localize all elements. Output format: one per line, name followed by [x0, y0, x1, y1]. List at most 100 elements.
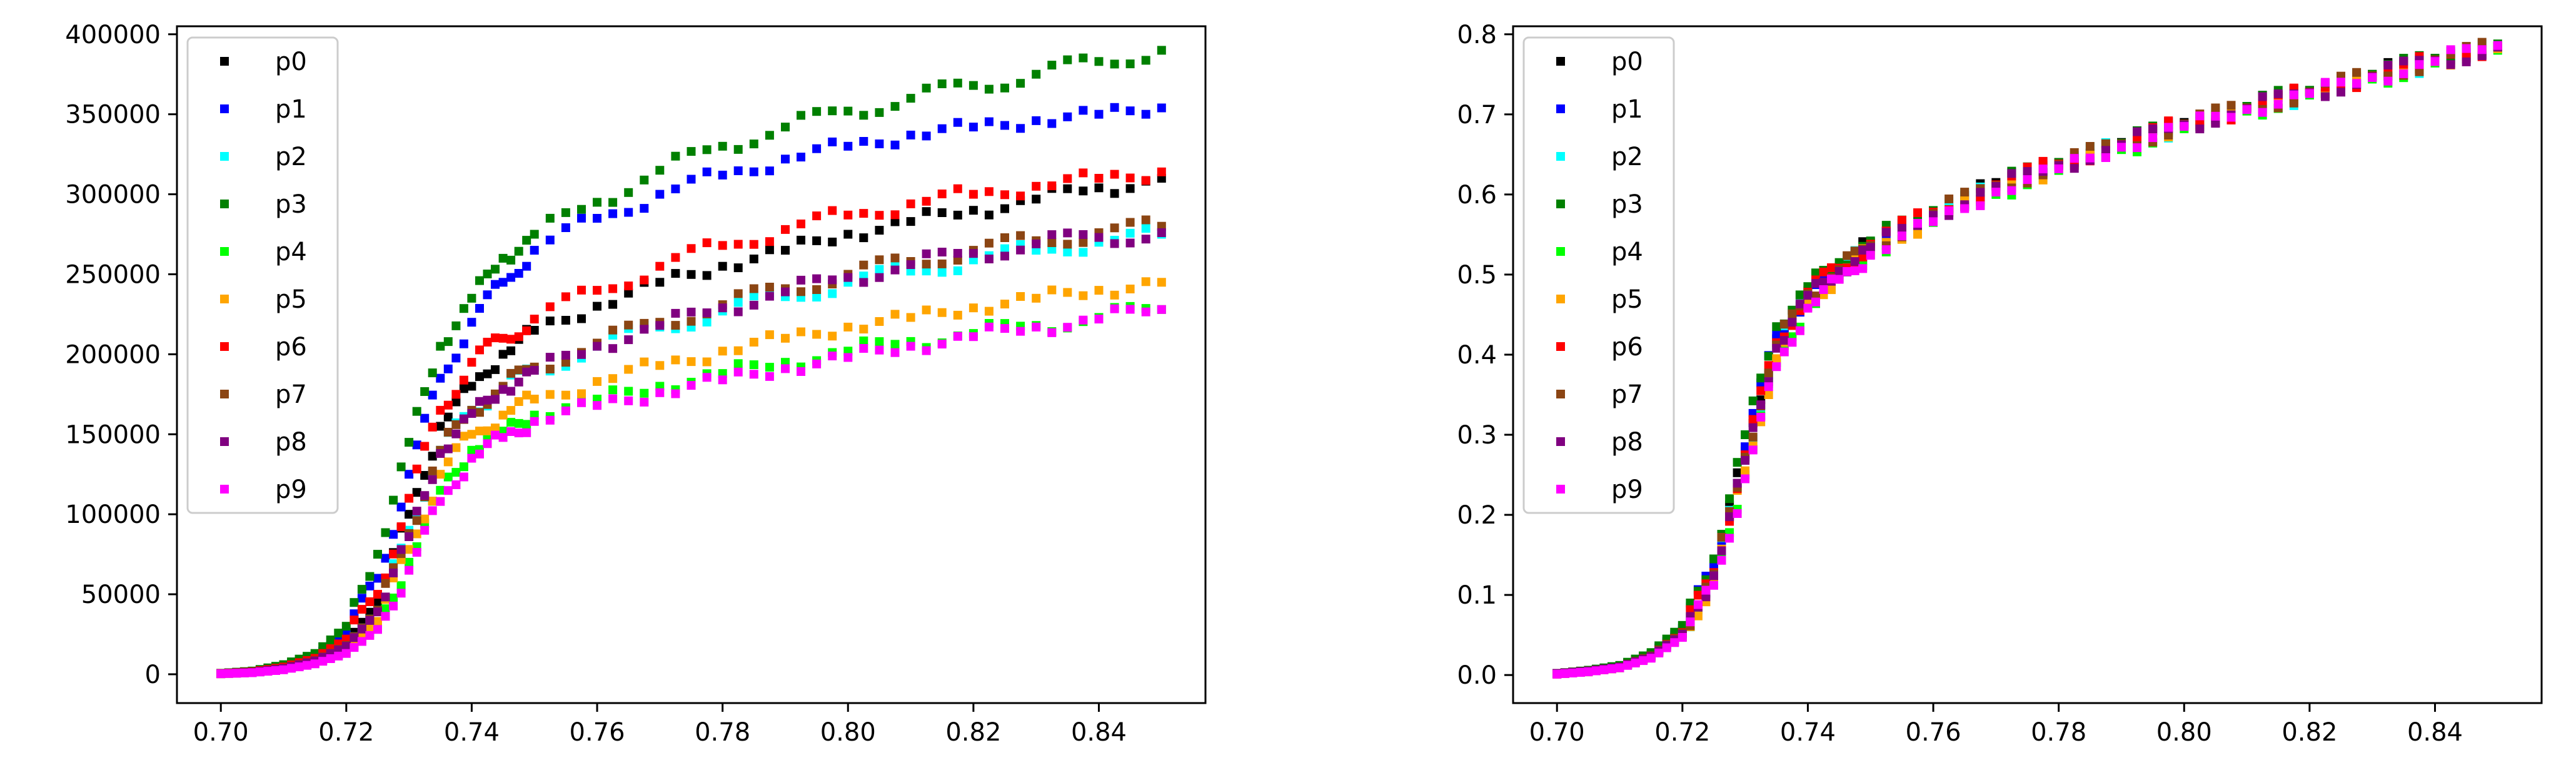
data-point: [655, 321, 665, 330]
data-point: [1772, 343, 1781, 353]
data-point: [2195, 111, 2205, 121]
data-point: [2477, 45, 2487, 54]
data-point: [1741, 456, 1750, 465]
data-point: [1945, 206, 1954, 215]
data-point: [1881, 245, 1891, 255]
data-point: [624, 320, 633, 330]
legend-label: p3: [275, 190, 307, 219]
y-tick-label: 50000: [81, 580, 161, 609]
legend-label: p6: [1611, 333, 1643, 362]
legend-item-p1: p1: [220, 95, 307, 124]
data-point: [1016, 231, 1025, 240]
data-point: [1686, 605, 1695, 614]
data-point: [389, 495, 398, 505]
data-point: [2101, 139, 2110, 148]
data-point: [1157, 278, 1166, 287]
data-point: [1756, 400, 1766, 410]
data-point: [1047, 61, 1057, 70]
data-point: [1079, 186, 1088, 196]
data-point: [216, 669, 226, 679]
data-point: [2446, 60, 2455, 69]
data-point: [420, 413, 430, 423]
data-point: [749, 370, 758, 379]
data-point: [859, 325, 868, 334]
data-point: [467, 382, 476, 391]
data-point: [373, 625, 382, 634]
legend-item-p7: p7: [220, 380, 307, 409]
data-point: [561, 390, 570, 400]
data-point: [443, 412, 453, 422]
data-point: [350, 615, 359, 625]
data-point: [2195, 124, 2205, 134]
data-point: [475, 345, 484, 355]
data-point: [937, 190, 947, 198]
data-point: [365, 597, 375, 606]
data-point: [1110, 103, 1119, 112]
data-point: [2352, 68, 2362, 77]
y-tick-label: 0.6: [1457, 181, 1497, 210]
data-point: [702, 317, 712, 327]
x-tick-label: 0.80: [2156, 718, 2212, 747]
data-point: [1110, 170, 1119, 179]
data-point: [412, 516, 421, 525]
data-point: [953, 118, 962, 127]
data-point: [969, 81, 978, 90]
data-point: [2023, 167, 2032, 176]
data-point: [498, 410, 508, 420]
data-point: [1094, 233, 1104, 242]
data-point: [2070, 164, 2079, 173]
data-point: [1748, 415, 1758, 424]
data-point: [428, 390, 437, 400]
legend-marker: [220, 200, 229, 208]
data-point: [2211, 119, 2220, 128]
legend-label: p2: [1611, 143, 1643, 171]
data-point: [1764, 352, 1773, 361]
data-point: [287, 664, 296, 673]
data-point: [969, 332, 978, 342]
legend-item-p1: p1: [1556, 95, 1643, 124]
data-point: [1693, 600, 1703, 609]
data-point: [1141, 224, 1150, 233]
data-point: [875, 255, 884, 265]
data-point: [1686, 599, 1695, 607]
data-point: [443, 337, 453, 347]
data-point: [405, 438, 414, 447]
data-point: [1079, 291, 1088, 300]
data-point: [545, 353, 555, 362]
data-point: [749, 284, 758, 293]
data-point: [396, 589, 406, 598]
data-point: [1639, 656, 1648, 666]
data-point: [624, 208, 633, 217]
data-point: [389, 530, 398, 539]
data-point: [655, 361, 665, 370]
data-point: [420, 387, 430, 396]
data-point: [765, 372, 774, 381]
data-point: [1000, 324, 1009, 333]
data-point: [1157, 167, 1166, 176]
data-point: [1788, 338, 1797, 347]
data-point: [797, 111, 805, 120]
data-point: [1047, 119, 1057, 128]
data-point: [812, 285, 822, 294]
data-point: [1858, 264, 1868, 273]
data-point: [271, 666, 280, 675]
data-point: [828, 352, 837, 361]
data-point: [984, 187, 994, 196]
data-point: [1741, 442, 1750, 452]
data-point: [1693, 590, 1703, 600]
data-point: [357, 585, 366, 594]
legend-label: p8: [275, 428, 307, 457]
data-point: [781, 246, 790, 255]
data-point: [1623, 661, 1633, 670]
data-point: [733, 166, 743, 175]
data-point: [1079, 238, 1088, 247]
data-point: [812, 144, 822, 153]
axes-frame: [1512, 25, 2543, 704]
data-point: [1678, 620, 1687, 630]
data-point: [922, 346, 931, 355]
data-point: [389, 569, 398, 577]
data-point: [341, 622, 351, 631]
data-point: [530, 246, 539, 255]
data-point: [491, 365, 500, 374]
data-point: [687, 381, 696, 390]
